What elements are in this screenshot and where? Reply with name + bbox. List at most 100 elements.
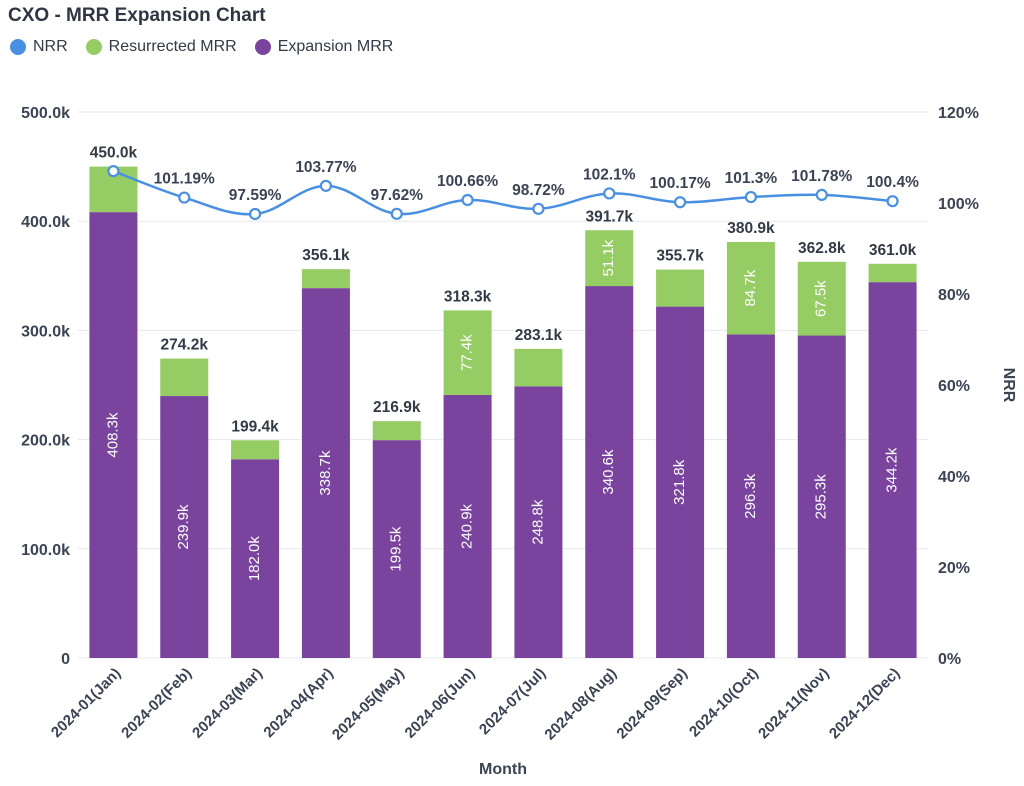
- expansion-mrr-bar[interactable]: [514, 386, 563, 658]
- y2-tick-label: 80%: [938, 287, 970, 304]
- expansion-mrr-bar[interactable]: [231, 459, 280, 658]
- x-tick-label: 2024-05(May): [329, 665, 408, 744]
- expansion-value-label: 182.0k: [246, 536, 263, 582]
- expansion-mrr-bar[interactable]: [89, 212, 138, 658]
- nrr-point[interactable]: [461, 193, 474, 207]
- chart-title: CXO - MRR Expansion Chart: [8, 5, 266, 26]
- resurrected-mrr-bar[interactable]: [585, 230, 634, 287]
- legend-item-expansion-mrr[interactable]: Expansion MRR: [254, 38, 394, 56]
- y2-tick-label: 120%: [938, 105, 979, 122]
- bar-total-label: 450.0k: [90, 145, 138, 162]
- y-tick-label: 100.0k: [21, 542, 70, 559]
- x-tick-label: 2024-11(Nov): [755, 665, 832, 742]
- x-tick-label: 2024-07(Jul): [476, 665, 549, 738]
- legend-swatch-resurrected-mrr: [85, 39, 102, 55]
- nrr-point[interactable]: [390, 207, 403, 220]
- nrr-point[interactable]: [532, 202, 545, 215]
- bar-total-label: 199.4k: [231, 418, 279, 435]
- x-tick-label: 2024-06(Jun): [402, 665, 479, 742]
- bar-total-label: 356.1k: [302, 247, 350, 264]
- nrr-value-label: 100.4%: [866, 174, 919, 191]
- resurrected-mrr-bar[interactable]: [514, 348, 563, 387]
- expansion-value-label: 340.6k: [600, 449, 617, 495]
- bar-total-label: 283.1k: [515, 327, 563, 344]
- x-tick-label: 2024-03(Mar): [189, 665, 266, 742]
- legend-label-resurrected-mrr: Resurrected MRR: [108, 38, 237, 55]
- y2-tick-label: 0%: [938, 651, 961, 668]
- x-tick-label: 2024-09(Sep): [613, 665, 690, 742]
- resurrected-mrr-bar[interactable]: [301, 269, 350, 289]
- resurrected-mrr-bar[interactable]: [160, 358, 209, 397]
- legend-item-nrr[interactable]: NRR: [10, 38, 68, 56]
- bar-total-label: 362.8k: [798, 240, 846, 257]
- y2-tick-label: 100%: [938, 196, 979, 213]
- expansion-value-label: 199.5k: [388, 526, 405, 572]
- legend-swatch-nrr: [10, 39, 26, 55]
- resurrected-value-label: 84.7k: [742, 269, 759, 306]
- bar-total-label: 361.0k: [869, 242, 917, 259]
- x-tick-label: 2024-02(Feb): [118, 665, 195, 742]
- expansion-value-label: 321.8k: [671, 459, 688, 505]
- expansion-value-label: 248.8k: [529, 499, 546, 545]
- x-tick-label: 2024-10(Oct): [686, 665, 762, 741]
- nrr-point[interactable]: [107, 165, 120, 178]
- resurrected-mrr-bar[interactable]: [443, 310, 492, 395]
- y-tick-label: 400.0k: [21, 214, 70, 231]
- expansion-value-label: 338.7k: [317, 450, 334, 496]
- nrr-point[interactable]: [744, 190, 758, 204]
- expansion-mrr-bar[interactable]: [160, 396, 209, 658]
- nrr-value-label: 100.66%: [437, 173, 498, 190]
- resurrected-mrr-bar[interactable]: [656, 269, 705, 307]
- expansion-value-label: 344.2k: [884, 447, 901, 493]
- resurrected-mrr-bar[interactable]: [726, 241, 775, 335]
- nrr-value-label: 101.78%: [791, 168, 852, 185]
- x-tick-label: 2024-04(Apr): [260, 665, 336, 741]
- nrr-value-label: 101.3%: [725, 170, 778, 187]
- bar-total-label: 391.7k: [586, 208, 634, 225]
- y-tick-label: 0: [61, 651, 70, 668]
- nrr-value-label: 97.59%: [229, 187, 282, 204]
- bar-total-label: 355.7k: [656, 248, 704, 265]
- nrr-value-label: 97.62%: [370, 187, 423, 204]
- resurrected-value-label: 51.1k: [600, 239, 617, 276]
- expansion-mrr-bar[interactable]: [797, 335, 846, 658]
- nrr-point[interactable]: [248, 207, 262, 221]
- resurrected-mrr-bar[interactable]: [231, 440, 280, 460]
- chart-legend: NRR Resurrected MRR Expansion MRR: [10, 38, 411, 56]
- resurrected-mrr-bar[interactable]: [797, 261, 846, 336]
- x-tick-label: 2024-12(Dec): [826, 665, 903, 742]
- y2-tick-label: 60%: [938, 378, 970, 395]
- expansion-mrr-bar[interactable]: [726, 334, 775, 658]
- expansion-mrr-bar[interactable]: [372, 440, 421, 658]
- legend-label-expansion-mrr: Expansion MRR: [277, 38, 394, 55]
- bar-total-label: 274.2k: [161, 337, 209, 354]
- bar-total-label: 318.3k: [444, 288, 492, 305]
- nrr-value-label: 103.77%: [295, 159, 356, 176]
- resurrected-mrr-bar[interactable]: [868, 263, 917, 283]
- expansion-value-label: 239.9k: [175, 504, 192, 550]
- nrr-point[interactable]: [886, 195, 899, 208]
- x-tick-label: 2024-01(Jan): [48, 665, 124, 741]
- nrr-point[interactable]: [319, 179, 333, 192]
- expansion-mrr-bar[interactable]: [301, 288, 350, 658]
- nrr-point[interactable]: [178, 191, 191, 204]
- expansion-mrr-bar[interactable]: [868, 282, 917, 658]
- legend-item-resurrected-mrr[interactable]: Resurrected MRR: [85, 38, 237, 56]
- resurrected-mrr-bar[interactable]: [372, 421, 421, 441]
- y-tick-label: 300.0k: [21, 323, 70, 340]
- nrr-value-label: 102.1%: [583, 166, 636, 183]
- expansion-mrr-bar[interactable]: [585, 286, 634, 658]
- y2-tick-label: 20%: [938, 560, 970, 577]
- y2-axis-title: NRR: [1000, 368, 1017, 403]
- nrr-point[interactable]: [603, 187, 616, 200]
- expansion-mrr-bar[interactable]: [656, 306, 705, 658]
- y2-tick-label: 40%: [938, 469, 970, 486]
- expansion-mrr-bar[interactable]: [443, 394, 492, 658]
- expansion-value-label: 408.3k: [104, 412, 121, 458]
- nrr-point[interactable]: [815, 188, 828, 202]
- y-tick-label: 500.0k: [21, 105, 70, 122]
- nrr-point[interactable]: [673, 196, 687, 209]
- nrr-value-label: 98.72%: [512, 182, 565, 199]
- bar-total-label: 216.9k: [373, 399, 421, 416]
